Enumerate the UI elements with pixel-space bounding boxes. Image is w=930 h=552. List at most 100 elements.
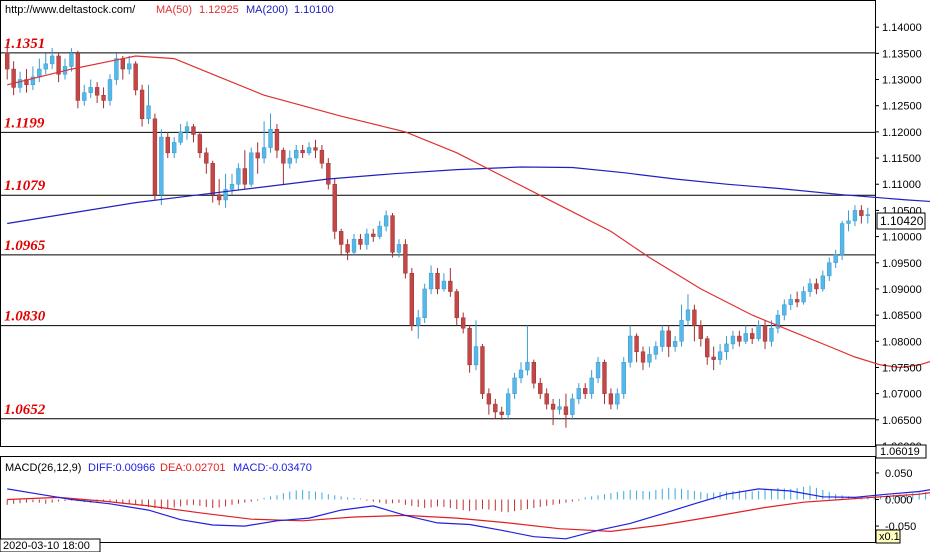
candle-down bbox=[191, 124, 196, 143]
candle-body bbox=[692, 309, 697, 326]
candle-down bbox=[544, 388, 549, 410]
candle-down bbox=[403, 239, 408, 279]
candle-up bbox=[672, 336, 678, 352]
candle-down bbox=[300, 144, 305, 159]
price-tick-label: 1.13000 bbox=[882, 75, 922, 87]
price-tick-label: 1.11000 bbox=[882, 179, 921, 191]
candle-body bbox=[807, 283, 813, 292]
candle-body bbox=[146, 105, 151, 120]
candle-body bbox=[396, 244, 402, 253]
candle-down bbox=[274, 124, 280, 159]
candle-body bbox=[345, 244, 350, 253]
candle-body bbox=[814, 283, 819, 290]
candle-body bbox=[711, 356, 716, 360]
candle-up bbox=[570, 393, 575, 420]
candle-body bbox=[820, 275, 826, 290]
candle-body bbox=[627, 335, 633, 363]
price-tick-label: 1.07500 bbox=[882, 362, 922, 374]
candle-up bbox=[865, 207, 870, 224]
candle-body bbox=[461, 317, 466, 329]
candle-down bbox=[486, 388, 492, 415]
candle-body bbox=[775, 314, 781, 329]
candle-up bbox=[615, 388, 620, 410]
candle-body bbox=[435, 272, 440, 290]
scale-label: x0.1 bbox=[879, 531, 900, 543]
candle-body bbox=[660, 330, 665, 347]
candle-up bbox=[775, 309, 781, 334]
candle-down bbox=[313, 139, 318, 159]
candle-up bbox=[679, 304, 684, 347]
candle-down bbox=[602, 359, 607, 405]
candle-up bbox=[724, 336, 729, 360]
candle-body bbox=[313, 147, 318, 151]
candle-body bbox=[756, 325, 761, 339]
candle-body bbox=[518, 369, 524, 379]
candle-body bbox=[505, 393, 511, 415]
candle-down bbox=[711, 346, 716, 371]
candle-up bbox=[107, 74, 113, 106]
price-tick-label: 1.14000 bbox=[882, 22, 922, 34]
footer-date: 2020-03-10 18:00 bbox=[3, 540, 90, 552]
level-label: 1.0830 bbox=[4, 309, 46, 325]
last-price-tag: 1.10420 bbox=[880, 214, 924, 228]
candle-up bbox=[69, 48, 74, 72]
scale-label-box bbox=[875, 529, 901, 544]
candle-up bbox=[294, 144, 299, 164]
candle-body bbox=[261, 147, 267, 159]
dea-line bbox=[7, 492, 930, 533]
candle-body bbox=[512, 377, 517, 394]
candle-up bbox=[88, 79, 93, 98]
candle-body bbox=[769, 327, 774, 342]
candle-up bbox=[261, 121, 267, 164]
candle-down bbox=[608, 388, 614, 410]
candle-body bbox=[300, 149, 305, 154]
price-tick-label: 1.13500 bbox=[882, 48, 922, 60]
candle-up bbox=[627, 325, 633, 368]
candle-body bbox=[281, 149, 286, 164]
candle-up bbox=[377, 220, 382, 240]
candle-body bbox=[49, 55, 55, 65]
candle-up bbox=[807, 278, 813, 297]
candle-body bbox=[172, 142, 177, 154]
candle-down bbox=[11, 61, 16, 96]
candle-body bbox=[576, 388, 581, 400]
candle-body bbox=[672, 341, 678, 347]
candle-body bbox=[358, 238, 363, 245]
candle-body bbox=[750, 333, 755, 339]
candle-body bbox=[159, 136, 164, 195]
candle-body bbox=[56, 55, 61, 75]
header-url[interactable]: http://www.deltastock.com/ bbox=[5, 4, 136, 16]
candle-body bbox=[101, 94, 106, 101]
candle-body bbox=[563, 406, 569, 415]
candle-up bbox=[428, 265, 434, 295]
candle-down bbox=[583, 383, 588, 399]
candle-body bbox=[178, 131, 183, 143]
candle-down bbox=[480, 343, 485, 399]
candle-body bbox=[332, 183, 337, 232]
candle-body bbox=[467, 327, 472, 366]
candle-body bbox=[133, 63, 138, 91]
candle-body bbox=[865, 214, 870, 216]
candle-body bbox=[409, 272, 414, 326]
candle-body bbox=[249, 152, 254, 185]
candle-up bbox=[441, 273, 447, 292]
candle-body bbox=[634, 335, 639, 353]
level-label: 1.0965 bbox=[4, 238, 46, 254]
candle-body bbox=[120, 58, 125, 70]
candle-up bbox=[621, 357, 626, 399]
candle-body bbox=[351, 238, 357, 253]
candle-body bbox=[685, 309, 691, 321]
candle-down bbox=[859, 205, 864, 224]
candles bbox=[5, 42, 870, 428]
candle-body bbox=[210, 163, 215, 195]
candle-body bbox=[428, 272, 434, 290]
candle-up bbox=[82, 84, 87, 106]
candle-down bbox=[461, 312, 466, 334]
candle-down bbox=[358, 233, 363, 250]
candle-body bbox=[454, 291, 459, 318]
candle-body bbox=[730, 335, 736, 345]
candle-up bbox=[473, 320, 479, 371]
candle-body bbox=[191, 126, 196, 135]
candle-body bbox=[403, 244, 408, 274]
